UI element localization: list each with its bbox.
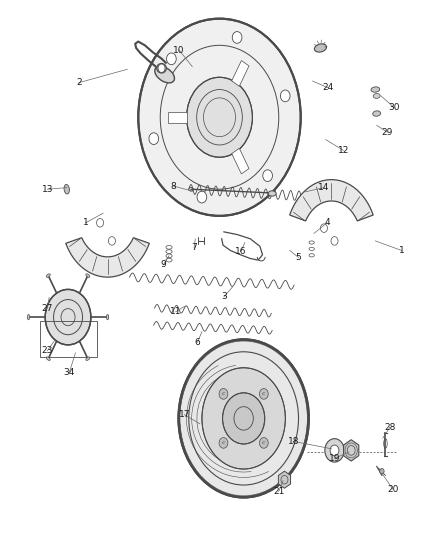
Text: 7: 7 — [191, 244, 197, 252]
Ellipse shape — [155, 66, 174, 83]
Ellipse shape — [314, 44, 326, 52]
Text: 27: 27 — [42, 304, 53, 312]
Text: 34: 34 — [64, 368, 75, 376]
Bar — [231, 61, 248, 86]
Circle shape — [45, 289, 91, 345]
Text: 5: 5 — [295, 253, 301, 262]
Circle shape — [329, 445, 338, 456]
Circle shape — [259, 389, 268, 399]
Text: 11: 11 — [170, 308, 181, 316]
Text: c: c — [221, 440, 225, 446]
Circle shape — [232, 31, 241, 43]
Circle shape — [324, 439, 343, 462]
Polygon shape — [343, 440, 358, 461]
Text: 1: 1 — [82, 219, 88, 227]
Text: 14: 14 — [318, 183, 329, 192]
Text: 10: 10 — [173, 46, 184, 54]
Text: c: c — [261, 440, 265, 446]
Circle shape — [320, 224, 327, 232]
Circle shape — [222, 393, 264, 444]
Circle shape — [346, 446, 354, 455]
Text: 2: 2 — [76, 78, 81, 87]
Polygon shape — [66, 238, 149, 277]
Text: 4: 4 — [324, 219, 329, 227]
Ellipse shape — [268, 191, 276, 196]
Text: 19: 19 — [328, 454, 339, 463]
Text: 1: 1 — [398, 246, 404, 255]
Ellipse shape — [372, 111, 380, 116]
Text: 16: 16 — [234, 247, 246, 256]
Text: c: c — [221, 391, 225, 397]
Circle shape — [259, 438, 268, 448]
Text: 13: 13 — [42, 185, 53, 193]
Circle shape — [201, 368, 285, 469]
Circle shape — [330, 237, 337, 245]
Circle shape — [138, 19, 300, 216]
Circle shape — [178, 340, 308, 497]
Text: c: c — [261, 391, 265, 397]
Ellipse shape — [46, 357, 50, 360]
Circle shape — [219, 438, 227, 448]
Ellipse shape — [106, 314, 108, 320]
Ellipse shape — [27, 314, 30, 320]
Bar — [39, 321, 96, 357]
Text: 23: 23 — [42, 346, 53, 355]
Circle shape — [108, 237, 115, 245]
Circle shape — [158, 64, 165, 72]
Circle shape — [96, 219, 103, 227]
Text: 6: 6 — [194, 338, 200, 346]
Ellipse shape — [46, 274, 50, 277]
Text: 24: 24 — [322, 84, 333, 92]
Circle shape — [262, 170, 272, 182]
Text: 3: 3 — [220, 293, 226, 301]
Bar — [168, 112, 187, 123]
Ellipse shape — [372, 93, 379, 99]
Text: 18: 18 — [287, 437, 298, 446]
Text: 20: 20 — [386, 485, 398, 494]
Ellipse shape — [64, 184, 69, 194]
Text: 9: 9 — [160, 261, 166, 269]
Circle shape — [197, 191, 206, 203]
Text: 17: 17 — [178, 410, 190, 419]
Polygon shape — [289, 180, 372, 221]
Circle shape — [280, 90, 290, 102]
Ellipse shape — [85, 274, 90, 277]
Circle shape — [379, 469, 383, 474]
Bar — [231, 148, 248, 174]
Text: 30: 30 — [388, 103, 399, 112]
Polygon shape — [278, 471, 290, 488]
Text: 28: 28 — [383, 423, 395, 432]
Text: 21: 21 — [272, 487, 284, 496]
Ellipse shape — [370, 87, 379, 92]
Text: 12: 12 — [337, 146, 348, 155]
Text: 8: 8 — [170, 182, 176, 190]
Ellipse shape — [85, 357, 90, 360]
Circle shape — [186, 77, 252, 157]
Circle shape — [148, 133, 158, 144]
Ellipse shape — [156, 63, 166, 73]
Circle shape — [166, 53, 176, 64]
Circle shape — [219, 389, 227, 399]
Text: 29: 29 — [381, 128, 392, 136]
